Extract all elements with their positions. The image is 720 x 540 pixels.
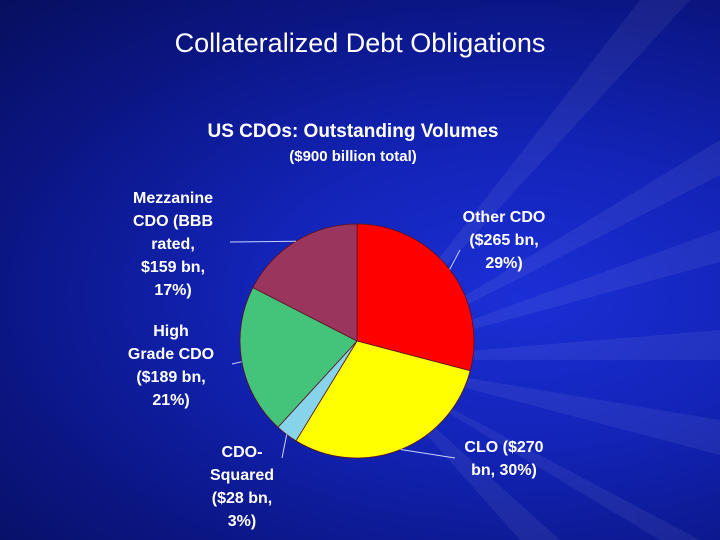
leader-line-high-grade-cdo — [231, 361, 242, 365]
leader-line-clo — [400, 449, 456, 459]
slice-label-mezzanine-cdo: Mezzanine CDO (BBB rated, $159 bn, 17%) — [132, 190, 213, 299]
leader-line-mezzanine-cdo — [229, 240, 297, 243]
leader-line-other-cdo — [449, 249, 461, 270]
slice-label-other-cdo: Other CDO ($265 bn, 29%) — [462, 209, 546, 272]
chart-title: US CDOs: Outstanding Volumes — [207, 121, 499, 142]
pie-slice-high-grade-cdo — [239, 287, 358, 428]
leader-line-cdo-squared — [281, 434, 288, 459]
pie-slice-other-cdo — [356, 223, 475, 372]
slice-label-high-grade-cdo: High Grade CDO ($189 bn, 21%) — [127, 323, 215, 409]
slide-title: Collateralized Debt Obligations — [174, 28, 546, 58]
slice-label-clo: CLO ($270 bn, 30%) — [464, 439, 544, 479]
chart-subtitle: ($900 billion total) — [289, 148, 417, 165]
pie-slice-mezzanine-cdo — [252, 223, 358, 342]
slice-label-cdo-squared: CDO- Squared ($28 bn, 3%) — [209, 444, 274, 530]
